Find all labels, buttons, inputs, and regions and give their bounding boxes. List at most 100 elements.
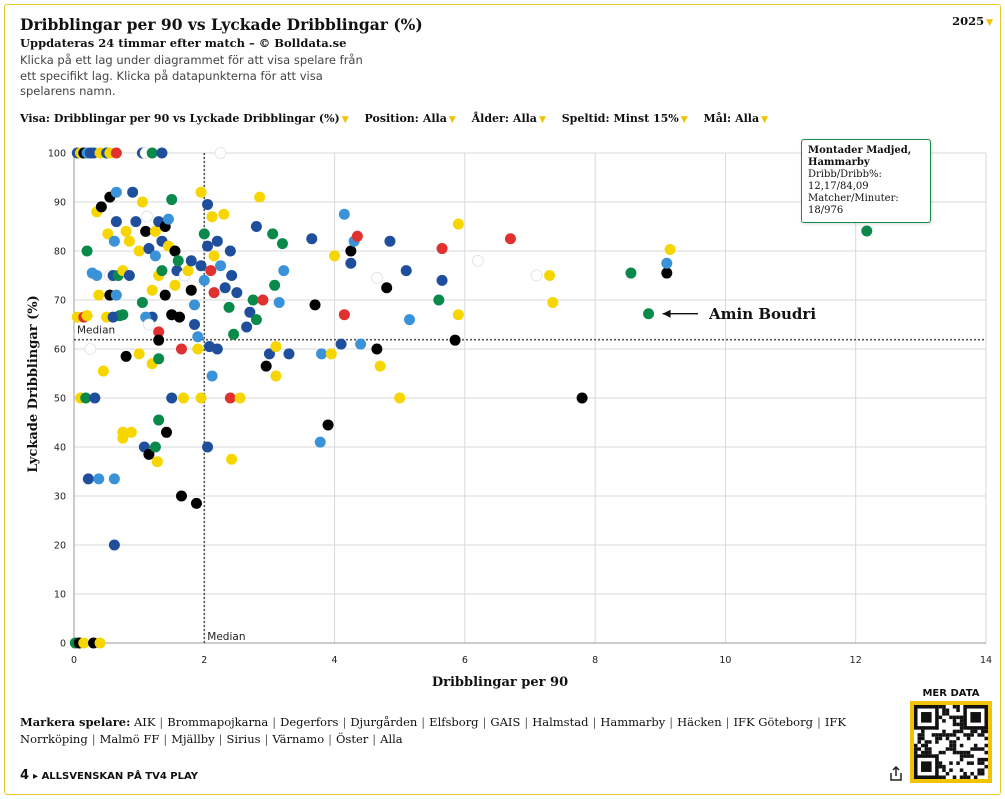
data-point [94, 637, 106, 649]
data-point [335, 338, 347, 350]
data-point [215, 260, 227, 272]
data-point [263, 348, 275, 360]
team-link[interactable]: Halmstad [532, 715, 589, 729]
data-point [86, 267, 98, 279]
data-point [544, 270, 556, 281]
footer-brand[interactable]: 4 ▸ ALLSVENSKAN PÅ TV4 PLAY [20, 768, 198, 783]
data-point [234, 392, 246, 404]
separator: | [159, 715, 164, 729]
filter-mal[interactable]: Mål: Alla ▼ [704, 112, 769, 125]
data-point [547, 296, 559, 308]
team-link[interactable]: Värnamo [272, 732, 325, 746]
filter-speltid[interactable]: Speltid: Minst 15% ▼ [562, 112, 688, 125]
page-title: Dribblingar per 90 vs Lyckade Dribblinga… [20, 15, 423, 34]
data-point [192, 331, 204, 343]
data-point [269, 279, 281, 291]
team-link[interactable]: Mjällby [171, 732, 215, 746]
filter-value: Alla [735, 112, 760, 125]
team-link[interactable]: GAIS [490, 715, 521, 729]
data-point [166, 194, 178, 206]
x-tick-label: 10 [719, 655, 731, 666]
data-point [436, 243, 448, 255]
data-point [329, 250, 341, 262]
data-point [267, 228, 279, 240]
data-point [208, 250, 220, 262]
team-link[interactable]: Alla [380, 732, 403, 746]
data-point [89, 392, 101, 404]
data-point [214, 147, 227, 159]
dropdown-arrow-icon: ▼ [986, 18, 993, 28]
team-link[interactable]: IFK Norrköping [20, 715, 846, 746]
data-point [208, 287, 220, 299]
highlighted-data-point [642, 307, 656, 321]
separator: | [372, 732, 377, 746]
y-tick-label: 30 [54, 492, 66, 503]
data-point [202, 198, 214, 210]
data-point [189, 319, 201, 330]
highlight-arrow-head [662, 309, 671, 318]
data-point [80, 392, 92, 404]
data-point [661, 257, 673, 269]
data-point [384, 235, 396, 247]
data-point [270, 370, 282, 382]
data-point [355, 338, 367, 350]
data-point [504, 233, 516, 245]
tooltip-line: Matcher/Minuter: [808, 193, 899, 204]
filter-alder[interactable]: Ålder: Alla ▼ [472, 112, 546, 125]
data-point [143, 318, 155, 331]
y-tick-label: 90 [54, 198, 66, 209]
data-point [130, 216, 142, 228]
team-link[interactable]: IFK Göteborg [733, 715, 813, 729]
data-point [228, 328, 240, 340]
team-link[interactable]: Malmö FF [99, 732, 160, 746]
team-link[interactable]: Djurgården [350, 715, 418, 729]
data-point [351, 230, 363, 242]
data-point [153, 353, 165, 365]
filter-label: Visa: [20, 112, 50, 125]
team-link[interactable]: AIK [133, 715, 156, 729]
data-point [664, 244, 676, 256]
data-point [151, 456, 163, 468]
team-link[interactable]: Degerfors [280, 715, 339, 729]
share-icon[interactable] [888, 765, 904, 782]
filter-value: Minst 15% [613, 112, 679, 125]
data-point [198, 274, 210, 286]
data-point [226, 270, 238, 281]
data-point [117, 309, 129, 321]
data-point [195, 260, 207, 272]
data-point [149, 250, 161, 262]
data-point [110, 216, 122, 228]
data-point [117, 432, 129, 444]
description: Klicka på ett lag under diagrammet för a… [20, 53, 363, 98]
data-point [224, 392, 236, 404]
qr-code-icon[interactable] [910, 701, 992, 783]
team-link[interactable]: Sirius [226, 732, 261, 746]
data-point [175, 490, 187, 502]
team-link[interactable]: Häcken [677, 715, 722, 729]
dropdown-arrow-icon: ▼ [538, 115, 546, 125]
year-value: 2025 [952, 14, 985, 28]
data-point [283, 348, 295, 360]
team-link[interactable]: Elfsborg [429, 715, 479, 729]
x-tick-label: 2 [201, 655, 207, 666]
x-tick-label: 4 [332, 655, 338, 666]
data-point [530, 269, 543, 282]
filter-visa[interactable]: Visa: Dribblingar per 90 vs Lyckade Dribb… [20, 112, 349, 125]
data-point [146, 147, 158, 159]
data-point [136, 196, 148, 208]
filter-position[interactable]: Position: Alla ▼ [365, 112, 456, 125]
year-selector[interactable]: 2025 ▼ [952, 14, 993, 28]
data-point [403, 314, 415, 326]
data-point [146, 284, 158, 296]
data-point [576, 392, 588, 404]
data-point [143, 243, 155, 255]
team-link[interactable]: Brommapojkarna [167, 715, 269, 729]
team-link[interactable]: Öster [336, 732, 369, 746]
team-link[interactable]: Hammarby [600, 715, 666, 729]
y-tick-label: 80 [54, 247, 66, 258]
data-point [133, 348, 145, 360]
filter-value: Alla [512, 112, 537, 125]
team-selector: Markera spelare: AIK | Brommapojkarna | Dege… [20, 714, 900, 748]
separator: | [328, 732, 332, 746]
data-point [433, 294, 445, 306]
